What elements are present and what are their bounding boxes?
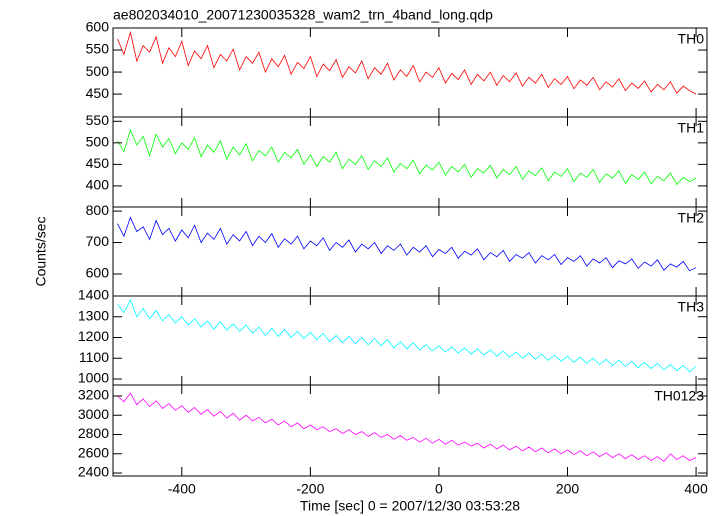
series-label: TH1 xyxy=(678,120,705,136)
y-tick-label: 2800 xyxy=(78,425,109,441)
series-label: TH3 xyxy=(678,299,705,315)
data-line xyxy=(117,216,697,272)
y-tick-label: 3200 xyxy=(78,387,109,403)
series-label: TH0123 xyxy=(654,388,704,404)
y-tick-label: 450 xyxy=(86,155,110,171)
data-line xyxy=(117,30,697,95)
y-tick-label: 500 xyxy=(86,134,110,150)
panel-frame xyxy=(112,384,708,477)
y-axis-label: Counts/sec xyxy=(33,216,49,286)
y-tick-label: 400 xyxy=(86,177,110,193)
y-tick-label: 550 xyxy=(86,41,110,57)
x-tick-label: -400 xyxy=(168,481,196,497)
y-tick-label: 550 xyxy=(86,112,110,128)
data-line xyxy=(117,392,697,463)
x-tick-label: -200 xyxy=(296,481,324,497)
y-tick-label: 1200 xyxy=(78,328,109,344)
y-tick-label: 500 xyxy=(86,63,110,79)
data-line xyxy=(117,128,697,186)
y-tick-label: 600 xyxy=(86,265,110,281)
series-label: TH2 xyxy=(678,210,705,226)
chart-title: ae802034010_20071230035328_wam2_trn_4ban… xyxy=(113,7,493,23)
y-tick-label: 800 xyxy=(86,202,110,218)
y-tick-label: 2600 xyxy=(78,444,109,460)
y-tick-label: 450 xyxy=(86,85,110,101)
data-line xyxy=(117,299,697,373)
x-axis-label: Time [sec] 0 = 2007/12/30 03:53:28 xyxy=(300,498,520,514)
y-tick-label: 600 xyxy=(86,19,110,35)
y-tick-label: 1300 xyxy=(78,307,109,323)
y-tick-label: 1100 xyxy=(79,349,109,365)
series-label: TH0 xyxy=(678,31,705,47)
y-tick-label: 2400 xyxy=(78,464,109,480)
y-tick-label: 3000 xyxy=(78,406,109,422)
x-tick-label: 200 xyxy=(556,481,580,497)
y-tick-label: 1000 xyxy=(78,370,109,386)
y-tick-label: 1400 xyxy=(78,287,109,303)
x-tick-label: 0 xyxy=(435,481,443,497)
y-tick-label: 700 xyxy=(86,233,110,249)
x-tick-label: 400 xyxy=(684,481,708,497)
